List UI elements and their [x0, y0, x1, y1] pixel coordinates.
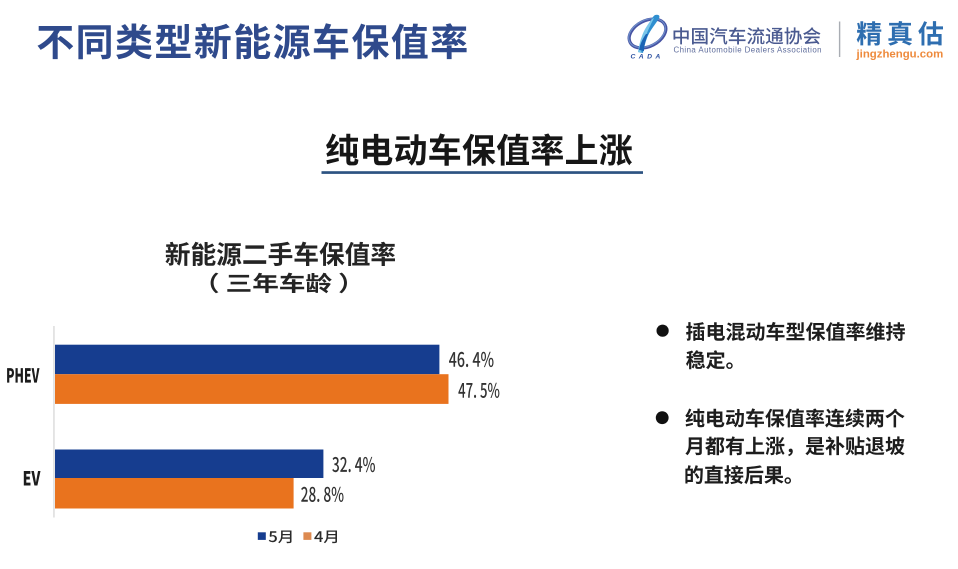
svg-text:jingzhengu.com: jingzhengu.com	[856, 49, 944, 61]
svg-text:China Automobile Dealers Assoc: China Automobile Dealers Association	[674, 46, 822, 55]
svg-text:CADA: CADA	[631, 53, 664, 60]
